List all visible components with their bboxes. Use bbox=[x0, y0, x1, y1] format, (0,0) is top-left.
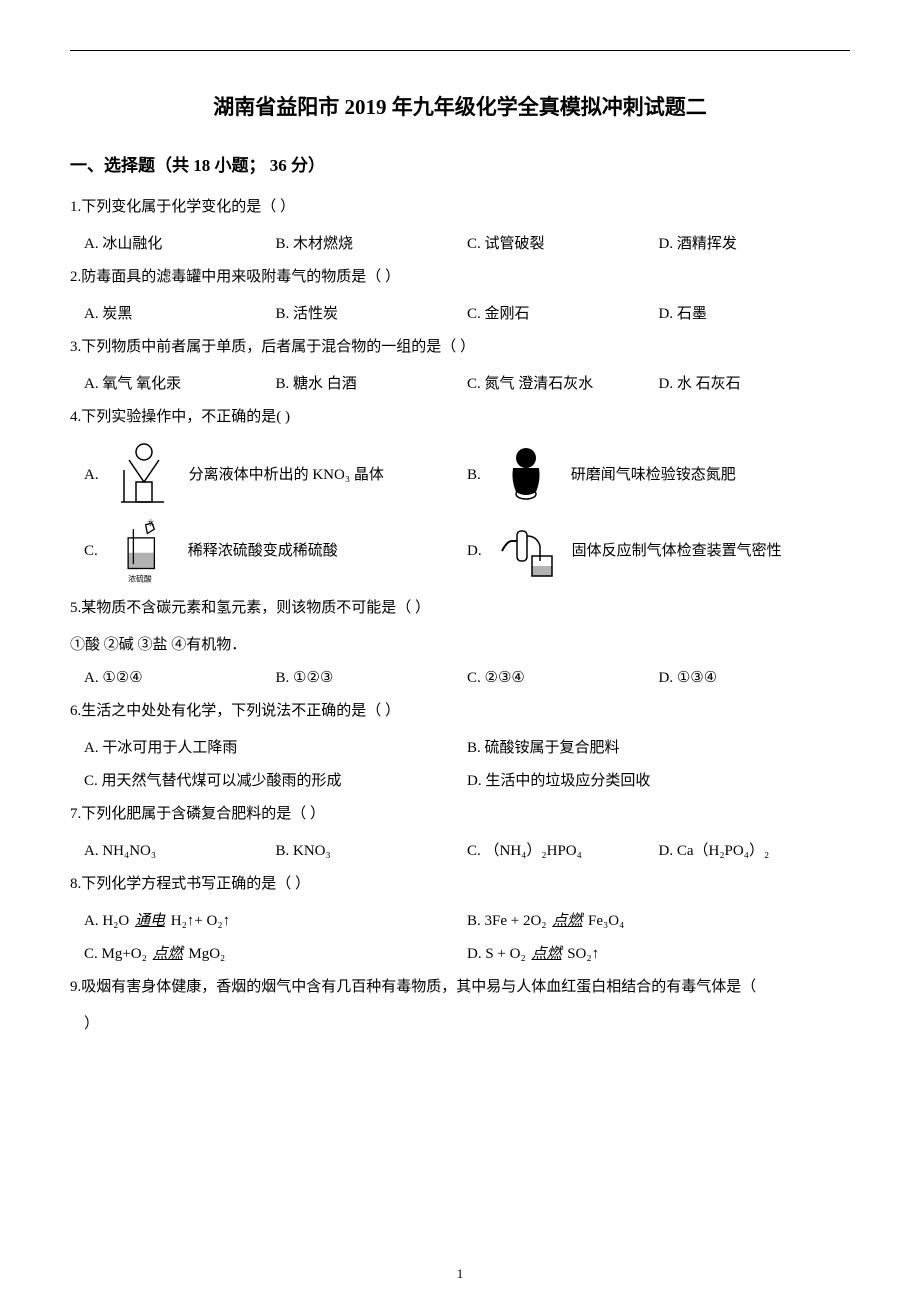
svg-text:浓硫酸: 浓硫酸 bbox=[128, 574, 152, 584]
q3-options: A. 氧气 氧化汞 B. 糖水 白酒 C. 氮气 澄清石灰水 D. 水 石灰石 bbox=[70, 368, 850, 401]
q4-b-text: 研磨闻气味检验铵态氮肥 bbox=[571, 462, 736, 489]
q7-stem: 7.下列化肥属于含磷复合肥料的是（ ） bbox=[70, 798, 850, 831]
q1-option-b: B. 木材燃烧 bbox=[276, 228, 468, 261]
q4-a-text: 分离液体中析出的 KNO₃ 晶体 bbox=[189, 462, 384, 489]
q5-stem: 5.某物质不含碳元素和氢元素，则该物质不可能是（ ） bbox=[70, 592, 850, 625]
q1-option-a: A. 冰山融化 bbox=[84, 228, 276, 261]
q7-option-d: D. Ca（H₂PO₄）₂ bbox=[659, 835, 851, 868]
q8-d-post: SO₂↑ bbox=[563, 946, 599, 962]
dilution-icon: 浓硫酸 水 bbox=[108, 516, 178, 586]
q5-option-c: C. ②③④ bbox=[467, 662, 659, 695]
q6-option-a: A. 干冰可用于人工降雨 bbox=[84, 732, 467, 765]
q2-option-d: D. 石墨 bbox=[659, 298, 851, 331]
q1-option-d: D. 酒精挥发 bbox=[659, 228, 851, 261]
q2-option-a: A. 炭黑 bbox=[84, 298, 276, 331]
airtight-icon bbox=[492, 516, 562, 586]
q8-option-b: B. 3Fe + 2O₂ 点燃 Fe₃O₄ bbox=[467, 905, 850, 938]
q2-options: A. 炭黑 B. 活性炭 C. 金刚石 D. 石墨 bbox=[70, 298, 850, 331]
q4-d-text: 固体反应制气体检查装置气密性 bbox=[572, 538, 782, 565]
q8-a-post: H₂↑+ O₂↑ bbox=[167, 913, 230, 929]
q8-option-a: A. H₂O 通电 H₂↑+ O₂↑ bbox=[84, 905, 467, 938]
q1-options: A. 冰山融化 B. 木材燃烧 C. 试管破裂 D. 酒精挥发 bbox=[70, 228, 850, 261]
q9-stem2: ） bbox=[70, 1008, 850, 1041]
q8-option-d: D. S + O₂ 点燃 SO₂↑ bbox=[467, 938, 850, 971]
q4-options: A. 分离液体中析出的 KNO₃ 晶体 B. bbox=[70, 440, 850, 586]
q8-options: A. H₂O 通电 H₂↑+ O₂↑ B. 3Fe + 2O₂ 点燃 Fe₃O₄… bbox=[70, 905, 850, 971]
q4-c-label: C. bbox=[84, 538, 98, 565]
q8-stem: 8.下列化学方程式书写正确的是（ ） bbox=[70, 868, 850, 901]
q6-options: A. 干冰可用于人工降雨 B. 硫酸铵属于复合肥料 C. 用天然气替代煤可以减少… bbox=[70, 732, 850, 798]
q8-b-cond: 点燃 bbox=[550, 913, 584, 929]
q2-option-c: C. 金刚石 bbox=[467, 298, 659, 331]
page-number: 1 bbox=[0, 1266, 920, 1282]
q8-c-pre: C. Mg+O₂ bbox=[84, 946, 151, 962]
q8-d-cond: 点燃 bbox=[529, 946, 563, 962]
q1-stem: 1.下列变化属于化学变化的是（ ） bbox=[70, 191, 850, 224]
q4-stem: 4.下列实验操作中，不正确的是( ) bbox=[70, 401, 850, 434]
q5-option-b: B. ①②③ bbox=[276, 662, 468, 695]
q4-c-text: 稀释浓硫酸变成稀硫酸 bbox=[188, 538, 338, 565]
q6-option-c: C. 用天然气替代煤可以减少酸雨的形成 bbox=[84, 765, 467, 798]
q3-stem: 3.下列物质中前者属于单质，后者属于混合物的一组的是（ ） bbox=[70, 331, 850, 364]
q6-stem: 6.生活之中处处有化学，下列说法不正确的是（ ） bbox=[70, 695, 850, 728]
q7-options: A. NH₄NO₃ B. KNO₃ C. （NH₄）₂HPO₄ D. Ca（H₂… bbox=[70, 835, 850, 868]
q5-option-d: D. ①③④ bbox=[659, 662, 851, 695]
q4-b-label: B. bbox=[467, 462, 481, 489]
q3-option-a: A. 氧气 氧化汞 bbox=[84, 368, 276, 401]
q3-option-b: B. 糖水 白酒 bbox=[276, 368, 468, 401]
q3-option-c: C. 氮气 澄清石灰水 bbox=[467, 368, 659, 401]
q6-option-d: D. 生活中的垃圾应分类回收 bbox=[467, 765, 850, 798]
q5-options: A. ①②④ B. ①②③ C. ②③④ D. ①③④ bbox=[70, 662, 850, 695]
svg-text:水: 水 bbox=[147, 518, 154, 527]
q7-option-b: B. KNO₃ bbox=[276, 835, 468, 868]
q8-a-pre: A. H₂O bbox=[84, 913, 133, 929]
section-header: 一、选择题（共 18 小题； 36 分） bbox=[70, 151, 850, 176]
top-divider bbox=[70, 50, 850, 51]
q8-d-pre: D. S + O₂ bbox=[467, 946, 529, 962]
q8-b-post: Fe₃O₄ bbox=[584, 913, 624, 929]
page-title: 湖南省益阳市 2019 年九年级化学全真模拟冲刺试题二 bbox=[70, 91, 850, 121]
q1-option-c: C. 试管破裂 bbox=[467, 228, 659, 261]
q7-option-a: A. NH₄NO₃ bbox=[84, 835, 276, 868]
q8-c-cond: 点燃 bbox=[151, 946, 185, 962]
q8-c-post: MgO₂ bbox=[185, 946, 226, 962]
q8-b-pre: B. 3Fe + 2O₂ bbox=[467, 913, 550, 929]
q8-option-c: C. Mg+O₂ 点燃 MgO₂ bbox=[84, 938, 467, 971]
q9-stem: 9.吸烟有害身体健康，香烟的烟气中含有几百种有毒物质，其中易与人体血红蛋白相结合… bbox=[70, 971, 850, 1004]
filtration-icon bbox=[109, 440, 179, 510]
q8-a-cond: 通电 bbox=[133, 913, 167, 929]
smell-person-icon bbox=[491, 440, 561, 510]
q6-option-b: B. 硫酸铵属于复合肥料 bbox=[467, 732, 850, 765]
q4-a-label: A. bbox=[84, 462, 99, 489]
q4-d-label: D. bbox=[467, 538, 482, 565]
q7-option-c: C. （NH₄）₂HPO₄ bbox=[467, 835, 659, 868]
q2-stem: 2.防毒面具的滤毒罐中用来吸附毒气的物质是（ ） bbox=[70, 261, 850, 294]
q3-option-d: D. 水 石灰石 bbox=[659, 368, 851, 401]
q5-list: ①酸 ②碱 ③盐 ④有机物． bbox=[70, 629, 850, 662]
q2-option-b: B. 活性炭 bbox=[276, 298, 468, 331]
q5-option-a: A. ①②④ bbox=[84, 662, 276, 695]
